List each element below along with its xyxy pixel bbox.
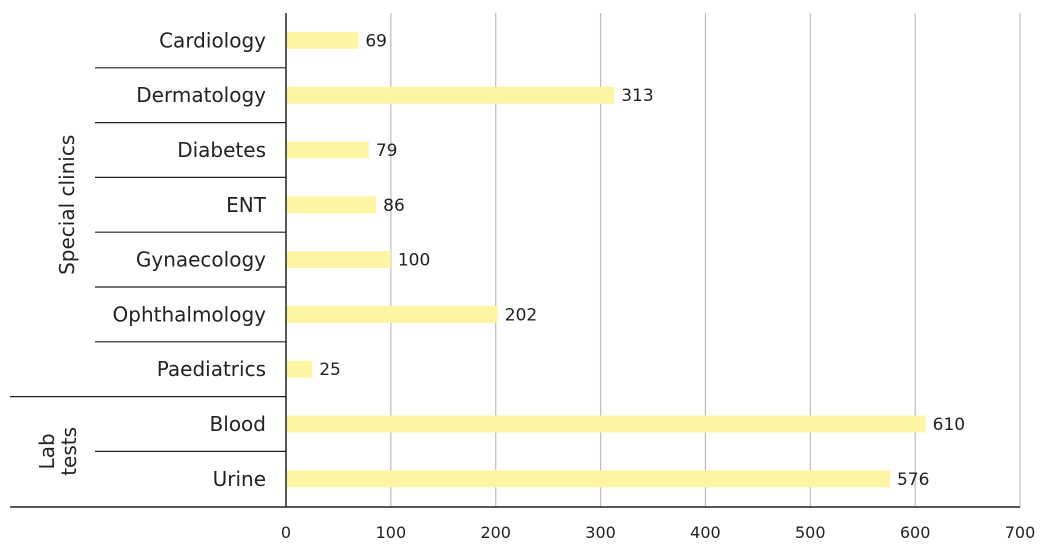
bar [286, 470, 890, 488]
value-label: 100 [398, 251, 430, 271]
group-label: Special clinics [55, 135, 79, 275]
value-label: 25 [319, 360, 341, 380]
axes [10, 13, 1020, 508]
x-tick-label: 600 [900, 523, 931, 542]
x-tick-label: 200 [480, 523, 511, 542]
category-label: Paediatrics [157, 357, 266, 381]
category-label: Blood [210, 412, 266, 436]
bar [286, 415, 926, 433]
bar [286, 251, 391, 269]
bar [286, 360, 313, 378]
category-label: Diabetes [177, 138, 266, 162]
value-label: 69 [365, 31, 387, 51]
bar [286, 305, 498, 323]
bar [286, 141, 369, 159]
x-tick-label: 700 [1005, 523, 1036, 542]
category-label: Gynaecology [136, 248, 266, 272]
value-label: 610 [933, 415, 965, 435]
category-label: Cardiology [159, 28, 266, 52]
value-label: 79 [376, 141, 398, 161]
x-tick-label: 0 [281, 523, 291, 542]
x-tick-label: 100 [376, 523, 407, 542]
bars [286, 31, 926, 488]
value-label: 313 [621, 86, 653, 106]
x-tick-label: 400 [690, 523, 721, 542]
category-label: ENT [226, 193, 267, 217]
bar [286, 196, 377, 214]
x-tick-label: 500 [795, 523, 826, 542]
category-label: Urine [213, 467, 266, 491]
bar [286, 86, 615, 104]
group-label: Labtests [35, 427, 81, 476]
labels: 0 100 200 300 400 500 600 700 69 Cardiology 313 Der… [35, 28, 1035, 542]
x-tick-label: 300 [585, 523, 616, 542]
value-label: 576 [897, 470, 929, 490]
category-label: Ophthalmology [113, 302, 267, 326]
value-label: 86 [383, 196, 405, 216]
value-label: 202 [505, 305, 537, 325]
bar [286, 31, 359, 49]
category-label: Dermatology [136, 83, 266, 107]
